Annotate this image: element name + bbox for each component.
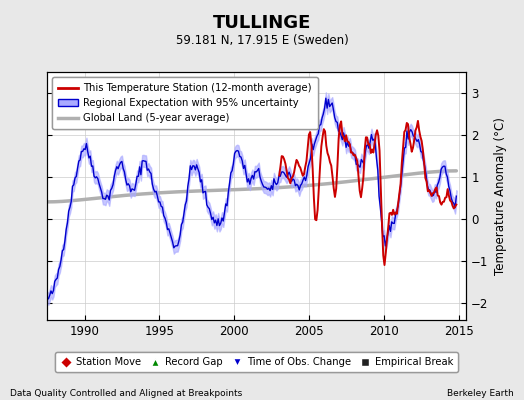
Text: Berkeley Earth: Berkeley Earth [447,389,514,398]
Text: TULLINGE: TULLINGE [213,14,311,32]
Text: 59.181 N, 17.915 E (Sweden): 59.181 N, 17.915 E (Sweden) [176,34,348,47]
Legend: This Temperature Station (12-month average), Regional Expectation with 95% uncer: This Temperature Station (12-month avera… [52,77,318,129]
Y-axis label: Temperature Anomaly (°C): Temperature Anomaly (°C) [494,117,507,275]
Text: Data Quality Controlled and Aligned at Breakpoints: Data Quality Controlled and Aligned at B… [10,389,243,398]
Legend: Station Move, Record Gap, Time of Obs. Change, Empirical Break: Station Move, Record Gap, Time of Obs. C… [55,352,458,372]
